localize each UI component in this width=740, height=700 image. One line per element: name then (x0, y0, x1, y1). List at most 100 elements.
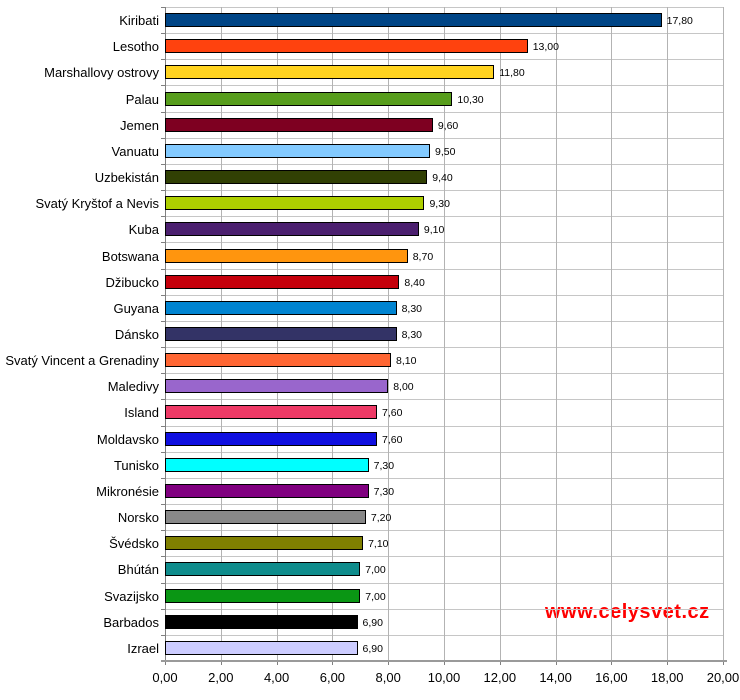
category-label: Guyana (113, 300, 159, 316)
y-axis-tick (161, 59, 165, 61)
value-label: 8,00 (393, 381, 414, 394)
bar (165, 222, 419, 237)
bar (165, 614, 358, 629)
value-label: 7,60 (382, 433, 403, 446)
y-axis-tick (161, 477, 165, 479)
category-label: Uzbekistán (94, 170, 159, 186)
gridline-vertical (723, 7, 724, 661)
y-axis-tick (161, 7, 165, 8)
y-axis-tick (161, 582, 165, 584)
y-axis-tick (161, 451, 165, 453)
gridline-vertical (667, 7, 669, 661)
x-axis-tick-label: 6,00 (319, 670, 346, 685)
y-axis-tick (161, 556, 165, 558)
y-axis-tick (161, 242, 165, 244)
gridline-vertical (555, 7, 557, 661)
x-axis-tick-label: 10,00 (427, 670, 461, 685)
value-label: 7,30 (373, 459, 395, 472)
category-label: Botswana (101, 248, 159, 264)
bar (165, 431, 378, 446)
y-axis-tick (161, 399, 165, 401)
bar (165, 39, 528, 54)
x-axis-tick (332, 661, 334, 665)
gridline-vertical (499, 7, 501, 661)
x-axis-tick (555, 661, 557, 665)
bar (165, 405, 378, 420)
category-label: Kuba (128, 222, 159, 238)
bar (165, 483, 369, 498)
gridline-vertical (611, 7, 613, 661)
category-label: Džibucko (105, 274, 159, 290)
value-label: 9,10 (423, 224, 445, 237)
y-axis-tick (161, 347, 165, 349)
y-axis-tick (161, 111, 165, 113)
x-axis-tick-label: 20,00 (706, 670, 740, 685)
value-label: 7,00 (365, 564, 386, 577)
category-label: Bhútán (117, 562, 159, 578)
category-label: Izrael (127, 640, 159, 656)
x-axis-tick-label: 4,00 (263, 670, 290, 685)
value-label: 7,10 (368, 538, 389, 551)
category-label: Svatý Kryštof a Nevis (35, 196, 159, 212)
y-axis-tick (161, 608, 165, 610)
value-label: 9,50 (435, 145, 456, 158)
value-label: 8,30 (401, 302, 422, 315)
value-label: 10,30 (457, 93, 484, 106)
value-label: 6,90 (362, 642, 383, 655)
y-axis-tick (161, 373, 165, 375)
category-label: Maledivy (107, 379, 159, 395)
x-axis-tick (165, 661, 166, 665)
bar (165, 640, 358, 655)
value-label: 8,30 (401, 329, 422, 341)
y-axis-tick (161, 504, 165, 506)
category-label: Norsko (117, 510, 159, 526)
x-axis-tick (276, 661, 278, 665)
category-label: Marshallovy ostrovy (44, 65, 159, 81)
value-label: 13,00 (532, 41, 559, 54)
x-axis-tick-label: 14,00 (539, 670, 572, 685)
x-axis-tick (388, 661, 390, 665)
value-label: 7,30 (373, 485, 395, 498)
value-label: 7,00 (365, 590, 386, 603)
value-label: 8,10 (395, 355, 417, 368)
category-label: Vanuatu (111, 143, 159, 159)
x-axis-tick-label: 0,00 (152, 670, 178, 685)
gridline-vertical (444, 7, 445, 661)
bar (165, 274, 400, 289)
y-axis-tick (161, 216, 165, 218)
bar (165, 379, 389, 394)
category-label: Tunisko (113, 457, 159, 473)
x-axis-tick (667, 661, 669, 665)
category-label: Moldavsko (96, 431, 159, 447)
bar (165, 170, 428, 185)
value-label: 7,20 (370, 512, 392, 525)
category-label: Švédsko (109, 536, 159, 552)
y-axis-tick (161, 33, 165, 35)
bar (165, 353, 391, 368)
x-axis-tick-label: 8,00 (375, 670, 401, 685)
value-label: 8,70 (412, 250, 434, 263)
bar (165, 13, 662, 28)
value-label: 6,90 (362, 616, 383, 629)
value-label: 7,60 (382, 407, 403, 420)
x-axis-tick (220, 661, 222, 665)
bar (165, 510, 366, 525)
x-axis-tick (723, 661, 724, 665)
y-axis-tick (161, 320, 165, 322)
bar (165, 143, 431, 158)
x-axis-tick (611, 661, 613, 665)
value-label: 17,80 (666, 15, 693, 28)
category-label: Island (124, 405, 159, 421)
y-axis-tick (161, 530, 165, 532)
category-label: Svazijsko (104, 588, 159, 604)
category-label: Barbados (103, 614, 159, 630)
x-axis-tick-label: 2,00 (208, 670, 234, 685)
y-axis-tick (161, 190, 165, 192)
y-axis-tick (161, 137, 165, 139)
bar (165, 536, 364, 551)
category-label: Dánsko (114, 327, 159, 342)
category-label: Jemen (119, 117, 159, 133)
bar (165, 248, 408, 263)
value-label: 11,80 (499, 67, 525, 80)
